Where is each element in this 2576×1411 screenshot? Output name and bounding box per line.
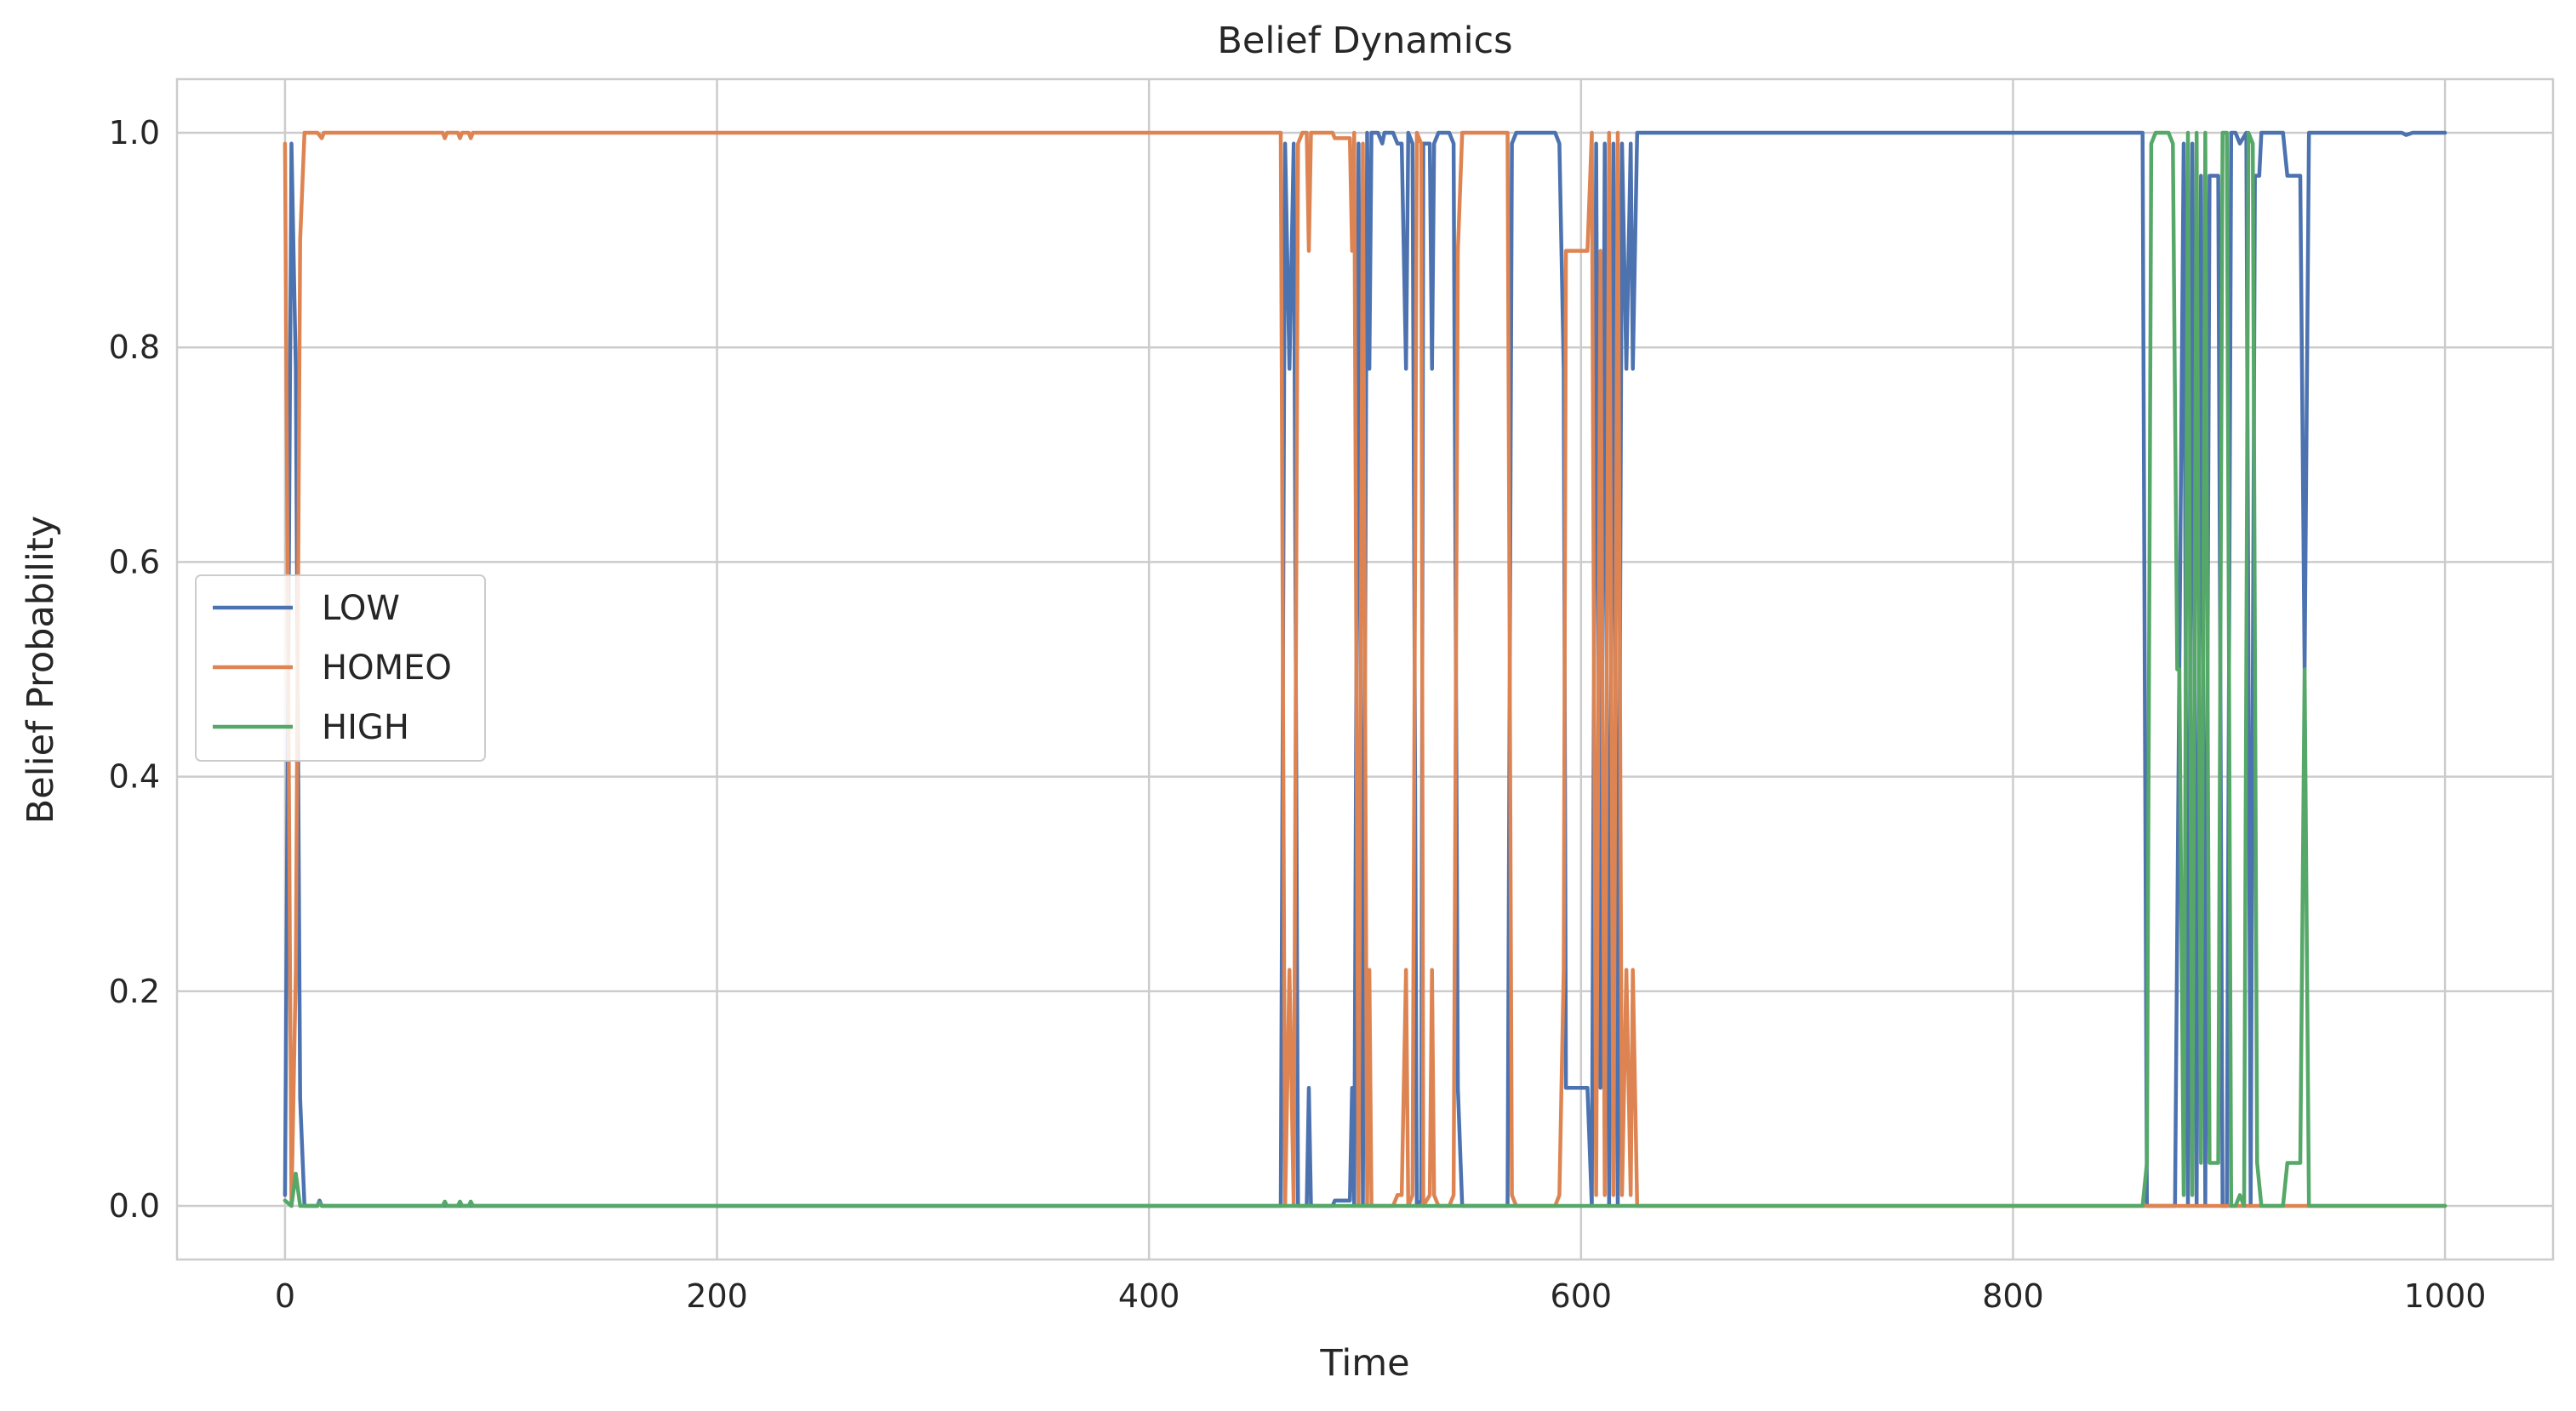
series-line-homeo [283,130,2447,1208]
y-tick-label: 0.8 [109,328,160,366]
x-tick-label: 200 [686,1277,748,1315]
legend-frame [195,574,486,762]
legend-label-homeo: HOMEO [322,648,452,688]
plot-area-frame [175,77,2555,1261]
series-line-high [283,130,2447,1208]
legend-label-low: LOW [322,589,400,628]
y-tick-label: 0.6 [109,543,160,580]
y-tick-label: 0.4 [109,758,160,796]
series-lines [283,130,2447,1208]
y-axis-label: Belief Probability [20,516,62,824]
x-tick-label: 400 [1118,1277,1180,1315]
chart-title: Belief Dynamics [1217,20,1512,62]
y-tick-label: 0.2 [109,973,160,1010]
legend-items: LOW HOMEO HIGH [213,589,452,747]
y-tick-label: 1.0 [109,114,160,151]
y-tick-label: 0.0 [109,1187,160,1225]
x-tick-label: 1000 [2404,1277,2487,1315]
x-tick-label: 600 [1551,1277,1613,1315]
x-tick-label: 0 [275,1277,295,1315]
tick-labels: 0 200 400 600 800 1000 0.0 0.2 0.4 0.6 0.8 1.0 [109,114,2487,1315]
x-axis-label: Time [1319,1342,1409,1385]
legend: LOW HOMEO HIGH [195,574,486,762]
x-tick-label: 800 [1982,1277,2044,1315]
legend-label-high: HIGH [322,708,409,747]
